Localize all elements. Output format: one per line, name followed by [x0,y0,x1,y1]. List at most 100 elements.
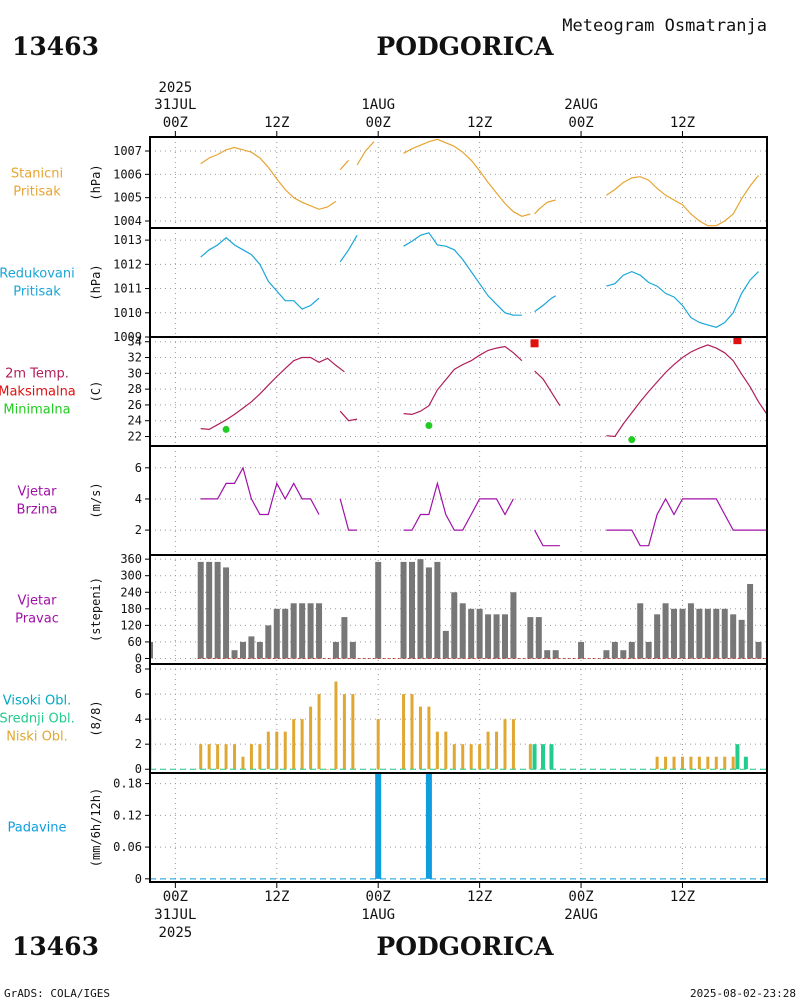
bar [325,769,329,770]
panel-frame-station_pressure [149,136,768,229]
y-tick-label: 1009 [113,330,142,344]
bar [273,608,280,659]
y-tick-label: 0 [135,762,142,776]
y-tick-label: 0 [135,872,142,886]
panel-temperature-marks [200,337,767,444]
panel-clouds-marks [150,681,767,770]
y-tick-label: 300 [120,569,142,583]
bar [265,625,272,659]
bar [603,650,610,659]
series-line [403,232,522,316]
top-hour-label: 00Z [568,115,593,131]
bar [451,592,458,659]
bar [283,731,287,770]
bar [493,614,500,659]
chart-title: Meteogram Osmatranja [562,16,767,36]
bar [689,756,693,770]
series-line [606,344,767,438]
y-tick-label: 180 [120,602,142,616]
bottom-date-label: 1AUG [361,907,395,923]
y-tick-label: 6 [135,461,142,475]
bar [214,561,221,659]
series-line [534,370,561,407]
y-tick-label: 2 [135,737,142,751]
bar [434,561,441,659]
bar [427,706,431,770]
bar [747,583,754,659]
panel-precipitation-marks [150,773,767,880]
series-line [606,175,759,227]
top-hour-label: 00Z [163,115,188,131]
y-axis-label: (8/8) [89,700,103,736]
bar [299,603,306,659]
y-tick-label: 34 [128,335,142,349]
panel-label: Srednji Obl. [0,712,75,727]
station-id-top: 13463 [12,32,99,61]
bar [495,731,499,770]
series-line [534,295,556,313]
y-tick-label: 360 [120,552,142,566]
bar [535,617,542,659]
series-line [403,345,523,416]
series-line [606,270,759,328]
bar [239,641,246,659]
panel-frame-precipitation [149,772,768,883]
y-axis-label: (mm/6h/12h) [89,788,103,867]
bar [241,756,245,770]
bar [459,603,466,659]
y-tick-label: 1007 [113,144,142,158]
footer-timestamp: 2025-08-02-23:28 [690,987,796,1000]
bar [672,756,676,770]
bar [578,641,585,659]
bar [249,744,253,770]
bar [334,681,338,770]
panel-frame-reduced_pressure [149,227,768,338]
tmax-marker [733,337,742,345]
bar [541,744,546,770]
y-axis-label: (C) [89,381,103,403]
panel-label: Pritisak [13,185,61,200]
y-tick-label: 0 [135,651,142,665]
bottom-date-label: 2AUG [564,907,598,923]
bar [402,694,406,770]
bar [418,706,422,770]
bar [256,641,263,659]
top-year-label: 2025 [158,80,192,96]
bar [349,641,356,659]
bar [417,559,424,659]
top-hour-label: 12Z [467,115,492,131]
station-name-top: PODGORICA [376,32,554,61]
bar [216,744,220,770]
panel-reduced_pressure-marks [200,232,759,328]
bar [461,744,465,770]
bar [266,731,270,770]
bar [375,773,382,879]
bar [452,744,456,770]
top-hour-label: 00Z [366,115,391,131]
bar [317,694,321,770]
bar [755,641,762,659]
bar [332,641,339,659]
y-tick-label: 0.12 [113,808,142,822]
bar [704,608,711,659]
y-tick-label: 0.18 [113,777,142,791]
bar [730,614,737,659]
bar [292,719,296,770]
y-tick-label: 1006 [113,167,142,181]
series-line [534,529,560,547]
y-tick-label: 1004 [113,214,142,228]
bar [662,603,669,659]
bar [721,608,728,659]
series-line [200,236,320,310]
bar [207,744,211,770]
station-id-bottom: 13463 [12,932,99,961]
panel-wind_speed-marks [200,466,767,547]
bar [468,608,475,659]
panel-frame-clouds [149,663,768,774]
bar [544,650,551,659]
bar [248,636,255,659]
bar [442,630,449,659]
series-line [339,159,350,171]
panel-label: Pravac [15,612,59,627]
top-hour-label: 12Z [264,115,289,131]
